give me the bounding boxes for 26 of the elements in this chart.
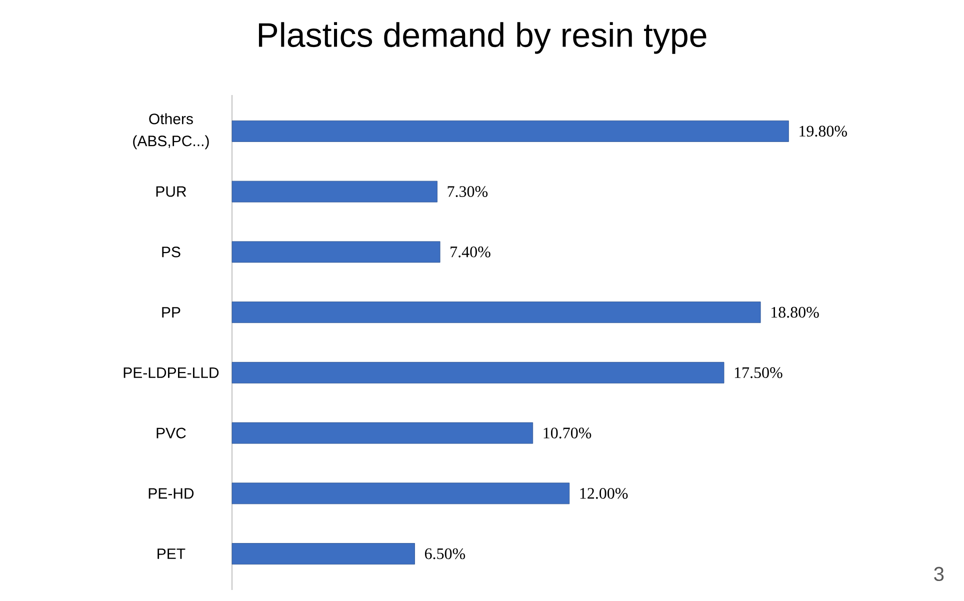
chart-title: Plastics demand by resin type bbox=[258, 22, 706, 54]
data-label: 17.50% bbox=[734, 367, 782, 378]
text: 3 bbox=[934, 566, 944, 582]
bar bbox=[232, 543, 415, 564]
y-tick-label: PET bbox=[158, 548, 186, 559]
data-label: 10.70% bbox=[544, 428, 592, 438]
data-label: 7.30% bbox=[448, 186, 488, 198]
y-tick-label: PUR bbox=[156, 186, 186, 197]
bar bbox=[232, 302, 761, 324]
bar bbox=[232, 120, 789, 142]
bar bbox=[232, 482, 570, 504]
bar bbox=[232, 422, 534, 444]
y-tick-label: PVC bbox=[156, 428, 186, 438]
data-label: 7.40% bbox=[450, 246, 490, 258]
bar bbox=[232, 362, 724, 384]
data-label: 18.80% bbox=[772, 306, 819, 318]
y-tick-label: PE-HD bbox=[148, 488, 194, 499]
bar bbox=[232, 180, 438, 202]
data-label: 12.00% bbox=[580, 488, 628, 499]
data-label: 19.80% bbox=[800, 126, 847, 137]
y-tick-label: Others (ABS,PC...) bbox=[133, 113, 209, 150]
y-tick-label: PE-LDPE-LLD bbox=[124, 368, 219, 378]
bar bbox=[232, 241, 440, 263]
y-tick-label: PP bbox=[162, 307, 180, 318]
data-label: 6.50% bbox=[424, 548, 466, 560]
y-tick-label: PS bbox=[162, 246, 180, 258]
